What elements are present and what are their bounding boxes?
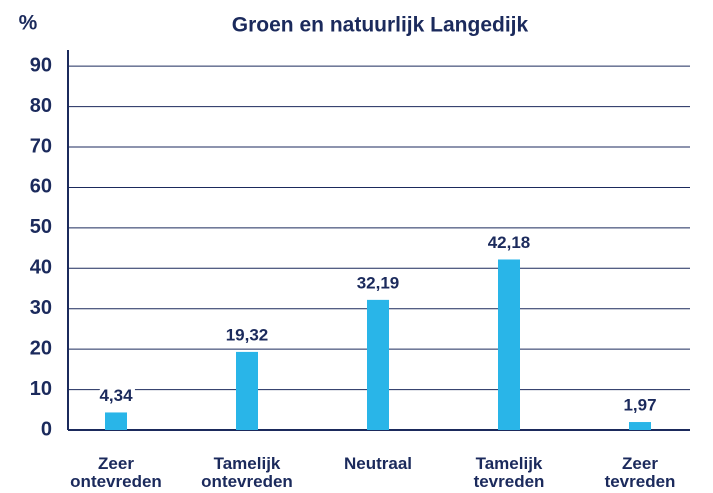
chart-title: Groen en natuurlijk Langedijk xyxy=(232,14,529,37)
value-label: 1,97 xyxy=(623,396,656,415)
bar xyxy=(367,299,389,430)
y-tick-label: 0 xyxy=(41,418,52,440)
y-tick-label: 30 xyxy=(30,297,52,319)
y-tick-label: 80 xyxy=(30,95,52,117)
y-tick-label: 40 xyxy=(30,257,52,279)
x-tick-label: Neutraal xyxy=(343,454,413,473)
value-label: 32,19 xyxy=(357,273,400,292)
y-tick-label: 10 xyxy=(30,378,52,400)
x-tick-label: Zeer tevreden xyxy=(604,454,676,491)
x-tick-label: Tamelijk tevreden xyxy=(473,454,545,491)
bar xyxy=(629,422,651,430)
y-tick-label: 90 xyxy=(30,54,52,76)
bar xyxy=(105,412,127,430)
value-label: 4,34 xyxy=(99,386,133,405)
y-tick-label: 20 xyxy=(30,337,52,359)
y-axis-label: % xyxy=(19,12,38,35)
x-tick-label: Tamelijk ontevreden xyxy=(201,454,293,491)
x-tick-label: Zeer ontevreden xyxy=(70,454,162,491)
y-tick-label: 50 xyxy=(30,216,52,238)
bar xyxy=(498,259,520,430)
y-tick-label: 60 xyxy=(30,176,52,198)
value-label: 19,32 xyxy=(226,325,269,344)
value-label: 42,18 xyxy=(488,233,531,252)
y-tick-label: 70 xyxy=(30,135,52,157)
bar xyxy=(236,351,258,430)
